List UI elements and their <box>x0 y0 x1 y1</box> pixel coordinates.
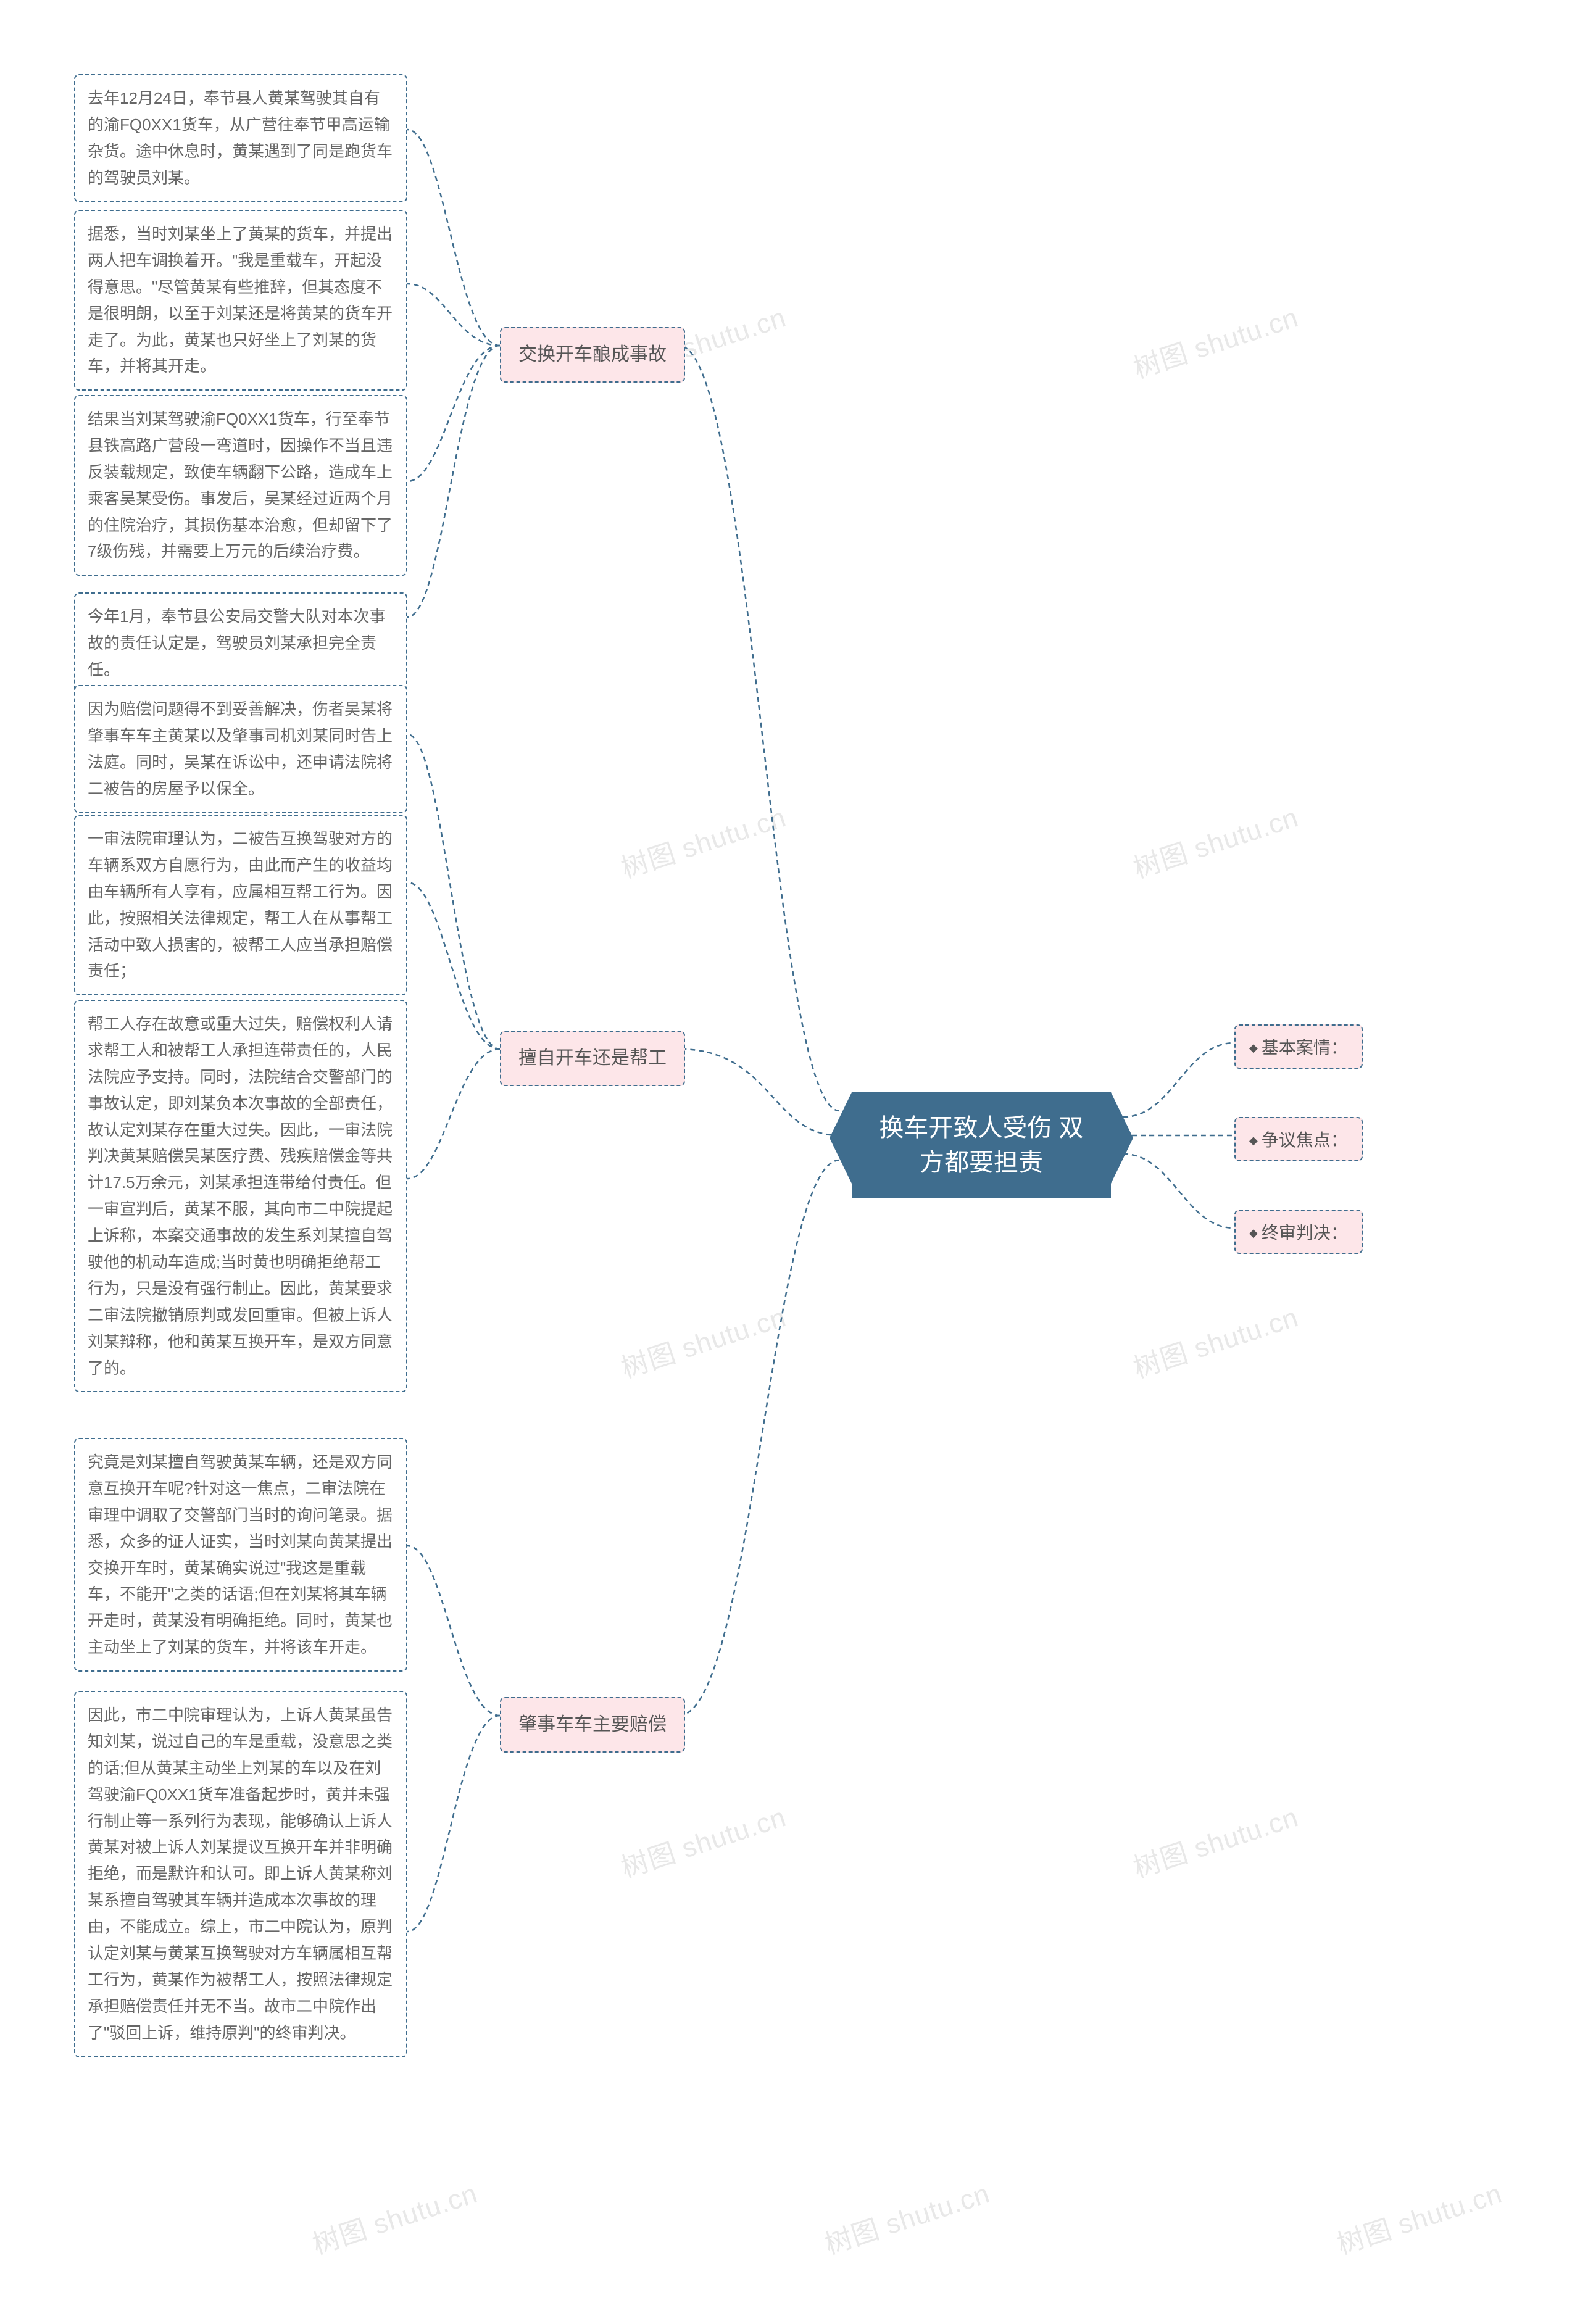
leaf-node[interactable]: 据悉，当时刘某坐上了黄某的货车，并提出两人把车调换着开。"我是重载车，开起没得意… <box>74 210 407 391</box>
watermark: 树图 shutu.cn <box>1128 795 1303 886</box>
watermark: 树图 shutu.cn <box>615 1295 791 1386</box>
leaf-node[interactable]: 究竟是刘某擅自驾驶黄某车辆，还是双方同意互换开车呢?针对这一焦点，二审法院在审理… <box>74 1438 407 1672</box>
watermark: 树图 shutu.cn <box>1128 1795 1303 1886</box>
leaf-text: 结果当刘某驾驶渝FQ0XX1货车，行至奉节县铁高路广营段一弯道时，因操作不当且违… <box>88 410 393 560</box>
leaf-node[interactable]: 因此，市二中院审理认为，上诉人黄某虽告知刘某，说过自己的车是重载，没意思之类的话… <box>74 1691 407 2057</box>
category-label: 肇事车车主要赔偿 <box>518 1714 667 1735</box>
watermark: 树图 shutu.cn <box>615 795 791 886</box>
bullet-icon: ◆ <box>1249 1227 1258 1240</box>
category-accident[interactable]: 交换开车酿成事故 <box>500 327 685 383</box>
category-unauthorized-or-help[interactable]: 擅自开车还是帮工 <box>500 1031 685 1086</box>
right-branch-label: 争议焦点： <box>1262 1131 1348 1150</box>
watermark: 树图 shutu.cn <box>307 2172 482 2262</box>
leaf-text: 今年1月，奉节县公安局交警大队对本次事故的责任认定是，驾驶员刘某承担完全责任。 <box>88 607 385 679</box>
watermark: 树图 shutu.cn <box>615 1795 791 1886</box>
leaf-text: 究竟是刘某擅自驾驶黄某车辆，还是双方同意互换开车呢?针对这一焦点，二审法院在审理… <box>88 1453 393 1656</box>
leaf-text: 因为赔偿问题得不到妥善解决，伤者吴某将肇事车车主黄某以及肇事司机刘某同时告上法庭… <box>88 700 393 798</box>
leaf-text: 去年12月24日，奉节县人黄某驾驶其自有的渝FQ0XX1货车，从广营往奉节甲高运… <box>88 89 393 187</box>
leaf-text: 帮工人存在故意或重大过失，赔偿权利人请求帮工人和被帮工人承担连带责任的，人民法院… <box>88 1015 393 1377</box>
leaf-text: 一审法院审理认为，二被告互换驾驶对方的车辆系双方自愿行为，由此而产生的收益均由车… <box>88 829 393 980</box>
leaf-node[interactable]: 去年12月24日，奉节县人黄某驾驶其自有的渝FQ0XX1货车，从广营往奉节甲高运… <box>74 74 407 202</box>
watermark: 树图 shutu.cn <box>1331 2172 1507 2262</box>
root-label: 换车开致人受伤 双方都要担责 <box>879 1114 1083 1176</box>
leaf-node[interactable]: 结果当刘某驾驶渝FQ0XX1货车，行至奉节县铁高路广营段一弯道时，因操作不当且违… <box>74 395 407 576</box>
category-owner-compensation[interactable]: 肇事车车主要赔偿 <box>500 1697 685 1753</box>
right-branch-dispute-focus[interactable]: ◆ 争议焦点： <box>1234 1117 1363 1161</box>
leaf-node[interactable]: 今年1月，奉节县公安局交警大队对本次事故的责任认定是，驾驶员刘某承担完全责任。 <box>74 592 407 694</box>
bullet-icon: ◆ <box>1249 1134 1258 1147</box>
right-branch-label: 基本案情： <box>1262 1038 1348 1057</box>
leaf-text: 因此，市二中院审理认为，上诉人黄某虽告知刘某，说过自己的车是重载，没意思之类的话… <box>88 1706 393 2042</box>
leaf-node[interactable]: 一审法院审理认为，二被告互换驾驶对方的车辆系双方自愿行为，由此而产生的收益均由车… <box>74 815 407 995</box>
watermark: 树图 shutu.cn <box>1128 1295 1303 1386</box>
leaf-text: 据悉，当时刘某坐上了黄某的货车，并提出两人把车调换着开。"我是重载车，开起没得意… <box>88 225 393 375</box>
right-branch-label: 终审判决： <box>1262 1223 1348 1242</box>
bullet-icon: ◆ <box>1249 1042 1258 1055</box>
root-node[interactable]: 换车开致人受伤 双方都要担责 <box>852 1092 1111 1198</box>
right-branch-final-verdict[interactable]: ◆ 终审判决： <box>1234 1210 1363 1254</box>
watermark: 树图 shutu.cn <box>819 2172 994 2262</box>
right-branch-basic-info[interactable]: ◆ 基本案情： <box>1234 1024 1363 1069</box>
watermark: 树图 shutu.cn <box>1128 296 1303 386</box>
leaf-node[interactable]: 因为赔偿问题得不到妥善解决，伤者吴某将肇事车车主黄某以及肇事司机刘某同时告上法庭… <box>74 685 407 813</box>
leaf-node[interactable]: 帮工人存在故意或重大过失，赔偿权利人请求帮工人和被帮工人承担连带责任的，人民法院… <box>74 1000 407 1392</box>
category-label: 擅自开车还是帮工 <box>518 1048 667 1068</box>
category-label: 交换开车酿成事故 <box>518 344 667 365</box>
